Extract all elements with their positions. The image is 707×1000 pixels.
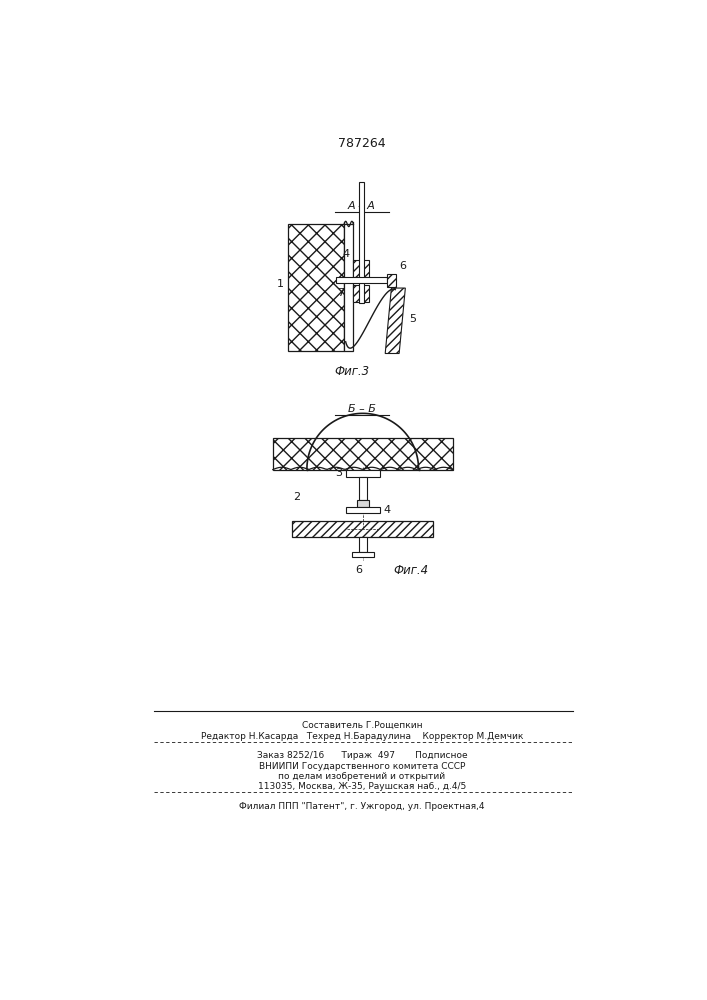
- Text: 6: 6: [356, 565, 363, 575]
- Text: 5: 5: [409, 314, 416, 324]
- Bar: [387, 274, 396, 287]
- Bar: [292, 521, 433, 537]
- Bar: [352, 552, 373, 557]
- Bar: [354, 285, 369, 302]
- Text: Фиг.4: Фиг.4: [394, 564, 429, 577]
- Text: ВНИИПИ Государственного комитета СССР: ВНИИПИ Государственного комитета СССР: [259, 762, 465, 771]
- Bar: [337, 277, 387, 283]
- Text: 1: 1: [276, 279, 284, 289]
- Text: 113035, Москва, Ж-35, Раушская наб., д.4/5: 113035, Москва, Ж-35, Раушская наб., д.4…: [258, 782, 466, 791]
- Bar: [346, 507, 380, 513]
- Text: 3: 3: [335, 468, 341, 478]
- Bar: [356, 500, 369, 507]
- Text: 7: 7: [337, 288, 344, 298]
- Text: Б – Б: Б – Б: [348, 404, 376, 414]
- Text: Филиал ППП "Патент", г. Ужгород, ул. Проектная,4: Филиал ППП "Патент", г. Ужгород, ул. Про…: [239, 802, 485, 811]
- Text: Составитель Г.Рощепкин: Составитель Г.Рощепкин: [302, 721, 422, 730]
- Text: Фиг.3: Фиг.3: [334, 365, 370, 378]
- Bar: [346, 470, 380, 477]
- Text: по делам изобретений и открытий: по делам изобретений и открытий: [279, 772, 445, 781]
- Bar: [359, 182, 363, 303]
- Text: 4: 4: [384, 505, 391, 515]
- Text: 4: 4: [342, 249, 349, 259]
- Bar: [288, 224, 344, 351]
- Text: А – А: А – А: [348, 201, 376, 211]
- Bar: [344, 224, 354, 351]
- Text: 787264: 787264: [338, 137, 386, 150]
- Polygon shape: [385, 288, 405, 354]
- Text: 6: 6: [399, 261, 406, 271]
- Text: 2: 2: [293, 492, 300, 502]
- Bar: [359, 537, 367, 552]
- Bar: [359, 477, 367, 500]
- Bar: [354, 260, 369, 277]
- Bar: [273, 438, 452, 470]
- Text: Заказ 8252/16      Тираж  497       Подписное: Заказ 8252/16 Тираж 497 Подписное: [257, 751, 467, 760]
- Text: Редактор Н.Касарда   Техред Н.Барадулина    Корректор М.Демчик: Редактор Н.Касарда Техред Н.Барадулина К…: [201, 732, 523, 741]
